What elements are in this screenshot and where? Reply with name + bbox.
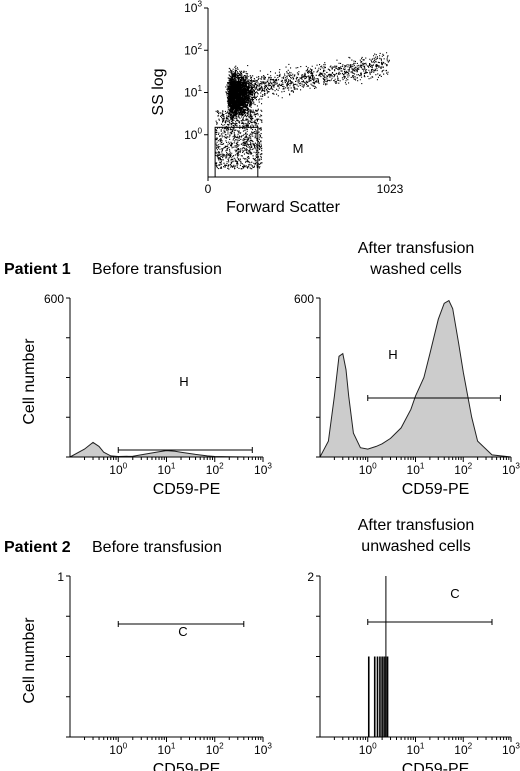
histogram-plot-2: 600 CD59-PE H bbox=[294, 292, 512, 498]
histogram-plot-4: 2 CD59-PE C bbox=[307, 570, 512, 771]
histogram-bar bbox=[381, 656, 383, 737]
x-tick-label: 103 bbox=[502, 742, 520, 757]
patient2-before-label: Before transfusion bbox=[92, 539, 222, 556]
histogram-bar bbox=[376, 656, 379, 737]
histogram-plot-3: 1 CD59-PE Cell number C bbox=[21, 570, 264, 771]
histogram-area bbox=[319, 299, 512, 458]
x-axis-label: Forward Scatter bbox=[226, 199, 340, 216]
scatter-points bbox=[215, 52, 390, 170]
histogram-bar bbox=[379, 656, 381, 737]
gate-box bbox=[214, 126, 259, 178]
x-tick-label: 1023 bbox=[377, 182, 404, 196]
x-tick-label: 101 bbox=[407, 742, 425, 757]
x-tick-label: 103 bbox=[254, 742, 272, 757]
x-tick-label: 100 bbox=[359, 742, 377, 757]
y-tick-label: 102 bbox=[184, 42, 202, 57]
x-tick-label: 103 bbox=[502, 462, 520, 477]
x-tick-label: 101 bbox=[407, 462, 425, 477]
patient1-after-label: After transfusion bbox=[358, 240, 475, 257]
scatter-dots bbox=[215, 52, 390, 170]
y-tick-label: 101 bbox=[184, 84, 202, 99]
y-tick-label: 103 bbox=[184, 0, 202, 15]
x-axis-label: CD59-PE bbox=[153, 761, 221, 771]
patient1-label: Patient 1 bbox=[4, 261, 71, 278]
x-axis-label: CD59-PE bbox=[402, 481, 470, 498]
patient2-after-label: After transfusion bbox=[358, 517, 475, 534]
patient2-unwashed-label: unwashed cells bbox=[361, 538, 470, 555]
x-tick-label: 101 bbox=[158, 742, 176, 757]
x-tick-label: 0 bbox=[205, 182, 212, 196]
x-tick-label: 100 bbox=[109, 462, 127, 477]
patient1-before-label: Before transfusion bbox=[92, 261, 222, 278]
scatter-plot: 0 1023 Forward Scatter SS log M bbox=[150, 7, 404, 216]
x-tick-label: 102 bbox=[206, 462, 224, 477]
x-tick-label: 103 bbox=[254, 462, 272, 477]
histogram-bar bbox=[386, 656, 389, 737]
y-top-tick-label: 2 bbox=[307, 570, 314, 584]
marker-label: H bbox=[388, 347, 397, 362]
patient2-label: Patient 2 bbox=[4, 539, 71, 556]
marker-label: C bbox=[450, 586, 459, 601]
x-axis-label: CD59-PE bbox=[402, 761, 470, 771]
y-top-tick-label: 1 bbox=[57, 570, 64, 584]
x-tick-label: 100 bbox=[359, 462, 377, 477]
x-axis-label: CD59-PE bbox=[153, 481, 221, 498]
marker-label: H bbox=[179, 374, 188, 389]
x-tick-label: 102 bbox=[206, 742, 224, 757]
histogram-bar bbox=[373, 656, 376, 737]
x-tick-label: 102 bbox=[454, 742, 472, 757]
x-tick-label: 102 bbox=[454, 462, 472, 477]
y-top-tick-label: 600 bbox=[44, 292, 64, 306]
marker-label: C bbox=[178, 624, 187, 639]
x-tick-label: 100 bbox=[109, 742, 127, 757]
histogram-plot-1: 600 CD59-PE Cell number H bbox=[21, 292, 264, 498]
y-axis-label: Cell number bbox=[21, 617, 38, 704]
x-tick-label: 101 bbox=[158, 462, 176, 477]
gate-label: M bbox=[293, 141, 304, 156]
histogram-bar bbox=[383, 656, 385, 737]
y-axis-label: SS log bbox=[150, 68, 167, 115]
y-top-tick-label: 600 bbox=[294, 292, 314, 306]
histogram-bar bbox=[367, 656, 370, 737]
y-tick-label: 100 bbox=[184, 126, 202, 141]
patient1-washed-label: washed cells bbox=[369, 261, 462, 278]
y-axis-label: Cell number bbox=[21, 338, 38, 425]
